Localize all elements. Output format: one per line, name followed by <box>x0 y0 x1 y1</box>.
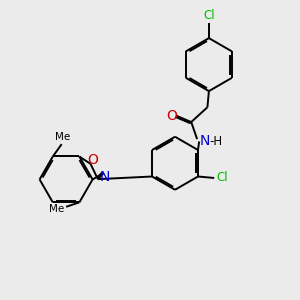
Text: O: O <box>87 153 98 167</box>
Text: N: N <box>199 134 209 148</box>
Text: -H: -H <box>209 135 223 148</box>
Text: Me: Me <box>50 204 64 214</box>
Text: Me: Me <box>55 132 70 142</box>
Text: O: O <box>167 109 178 122</box>
Text: Cl: Cl <box>216 172 228 184</box>
Text: Cl: Cl <box>203 9 215 22</box>
Text: N: N <box>100 170 110 184</box>
